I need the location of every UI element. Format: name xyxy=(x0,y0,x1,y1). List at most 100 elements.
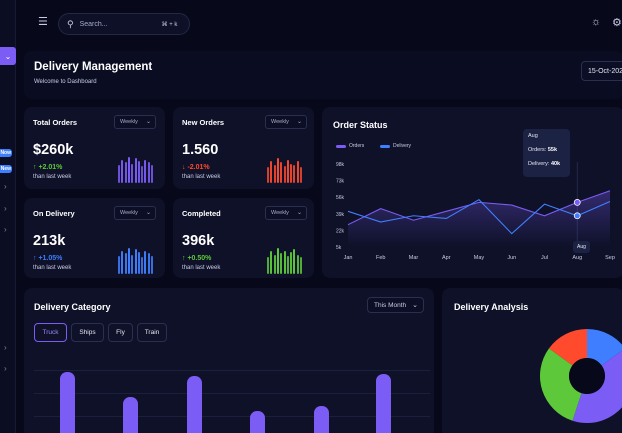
stat-title: Completed xyxy=(182,209,221,218)
delivery-analysis-title: Delivery Analysis xyxy=(454,302,529,312)
weekly-dropdown[interactable]: Weekly ⌄ xyxy=(265,206,307,220)
mini-bar-chart xyxy=(118,242,154,274)
weekly-label: Weekly xyxy=(120,119,138,125)
tab-train[interactable]: Train xyxy=(137,323,167,342)
mini-bar xyxy=(286,255,289,274)
stat-subtext: than last week xyxy=(33,265,72,271)
mini-bar xyxy=(144,250,147,274)
chevron-right-icon[interactable]: › xyxy=(4,182,7,191)
mini-bar xyxy=(300,167,302,183)
chevron-down-icon: ⌄ xyxy=(412,302,418,309)
sidebar-expand-button[interactable]: ⌄ xyxy=(0,47,16,65)
mini-bar xyxy=(121,250,124,274)
mini-bar xyxy=(127,157,130,183)
category-bar xyxy=(187,376,202,433)
mini-bar xyxy=(293,249,296,274)
legend-label: Delivery xyxy=(393,143,412,149)
mini-bar xyxy=(280,162,283,183)
mini-bar xyxy=(290,251,293,274)
weekly-dropdown[interactable]: Weekly ⌄ xyxy=(114,115,156,129)
category-bar xyxy=(123,396,138,433)
month-dropdown[interactable]: This Month ⌄ xyxy=(367,297,424,313)
search-box[interactable]: ⚲ ⌘ + k xyxy=(58,13,190,35)
menu-toggle-icon[interactable]: ☰ xyxy=(38,16,48,28)
chevron-right-icon[interactable]: › xyxy=(4,204,7,213)
mini-bar xyxy=(151,164,153,183)
tooltip-orders-value: 55k xyxy=(547,147,558,153)
tooltip-month: Aug xyxy=(528,133,538,139)
sun-icon[interactable]: ☼ xyxy=(591,16,602,28)
stat-value: 396k xyxy=(182,233,215,249)
mini-bar xyxy=(151,255,153,274)
gear-icon[interactable]: ⚙ xyxy=(612,17,622,29)
gridline xyxy=(34,370,430,371)
tooltip-delivery-value: 40k xyxy=(550,161,561,167)
delivery-category-card: Delivery Category This Month ⌄ Truck Ship… xyxy=(24,288,434,433)
weekly-dropdown[interactable]: Weekly ⌄ xyxy=(114,206,156,220)
weekly-dropdown[interactable]: Weekly ⌄ xyxy=(265,115,307,129)
legend-orders: Orders xyxy=(336,143,364,149)
mini-bar xyxy=(273,164,276,183)
sidebar-new-badge: New xyxy=(0,165,12,173)
search-input[interactable] xyxy=(79,20,162,28)
gridline xyxy=(34,416,430,417)
chevron-down-icon: ⌄ xyxy=(4,51,12,61)
mini-bar xyxy=(118,255,120,274)
tab-fly[interactable]: Fly xyxy=(108,323,133,342)
mini-bar-chart xyxy=(267,151,303,183)
hover-month-label: Aug xyxy=(573,241,590,253)
stat-title: New Orders xyxy=(182,118,225,127)
mini-bar xyxy=(283,166,286,183)
mini-bar xyxy=(147,253,150,274)
stat-subtext: than last week xyxy=(182,265,221,271)
date-picker[interactable]: 15-Oct-2024 xyxy=(581,61,622,81)
mini-bar xyxy=(137,251,140,274)
mini-bar xyxy=(300,257,302,274)
stat-value: 213k xyxy=(33,233,66,249)
mini-bar xyxy=(293,164,296,183)
page-header: Delivery Management Welcome to Dashboard… xyxy=(24,51,622,99)
search-shortcut: ⌘ + k xyxy=(161,21,178,28)
mini-bar xyxy=(124,253,127,274)
category-bar xyxy=(60,372,75,433)
stat-change: ↑ +0.50% xyxy=(182,255,212,262)
mini-bar xyxy=(276,248,279,274)
mini-bar-chart xyxy=(267,242,303,274)
chevron-right-icon[interactable]: › xyxy=(4,364,7,373)
stat-value: 1.560 xyxy=(182,142,219,158)
chart-tooltip: Aug Orders: 55k Delivery: 40k xyxy=(523,129,570,177)
delivery-category-title: Delivery Category xyxy=(34,302,111,312)
mini-bar xyxy=(276,158,279,183)
tab-ships[interactable]: Ships xyxy=(71,323,104,342)
mini-bar xyxy=(283,250,286,274)
mini-bar xyxy=(134,158,137,183)
mini-bar xyxy=(286,159,289,183)
weekly-label: Weekly xyxy=(120,210,138,216)
mini-bar xyxy=(270,160,273,183)
stat-change: ↑ +1.05% xyxy=(33,255,63,262)
chevron-down-icon: ⌄ xyxy=(296,210,302,216)
mini-bar xyxy=(267,257,269,274)
mini-bar xyxy=(131,254,134,274)
mini-bar xyxy=(144,159,147,183)
legend-label: Orders xyxy=(349,143,365,149)
mini-bar xyxy=(147,162,150,183)
tab-truck[interactable]: Truck xyxy=(34,323,67,342)
delivery-category-bars xyxy=(24,348,434,433)
stat-value: $260k xyxy=(33,142,74,158)
weekly-label: Weekly xyxy=(271,119,289,125)
search-icon: ⚲ xyxy=(67,18,74,29)
chevron-right-icon[interactable]: › xyxy=(4,225,7,234)
category-bar xyxy=(314,406,329,433)
chevron-right-icon[interactable]: › xyxy=(4,343,7,352)
month-label: This Month xyxy=(374,302,407,309)
stat-card-total-orders: Total Orders Weekly ⌄ $260k ↑ +2.01% than… xyxy=(24,107,165,189)
page-subtitle: Welcome to Dashboard xyxy=(34,79,97,85)
gridline xyxy=(34,393,430,394)
mini-bar xyxy=(296,254,299,274)
mini-bar xyxy=(290,163,293,183)
mini-bar xyxy=(296,160,299,183)
mini-bar xyxy=(127,248,130,274)
chevron-down-icon: ⌄ xyxy=(145,210,151,216)
mini-bar xyxy=(267,167,269,183)
